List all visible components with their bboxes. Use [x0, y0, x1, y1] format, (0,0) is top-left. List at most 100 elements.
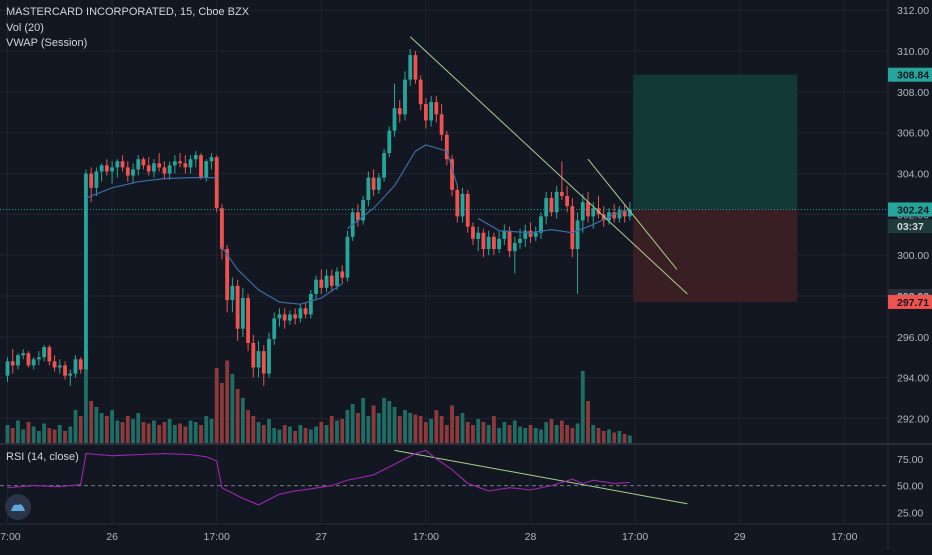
candle-body[interactable] — [261, 351, 266, 374]
candle-body[interactable] — [167, 165, 172, 174]
candle-body[interactable] — [16, 355, 20, 366]
candle-body[interactable] — [209, 157, 214, 162]
candle-body[interactable] — [84, 173, 88, 370]
candle-body[interactable] — [99, 165, 104, 172]
candle-body[interactable] — [141, 159, 146, 166]
candle-body[interactable] — [523, 230, 528, 239]
candle-body[interactable] — [125, 167, 130, 176]
trendlines[interactable] — [394, 36, 688, 505]
candle-body[interactable] — [36, 357, 41, 360]
candle-body[interactable] — [335, 271, 339, 286]
candle-body[interactable] — [476, 232, 481, 239]
candle-body[interactable] — [617, 210, 622, 219]
candle-body[interactable] — [559, 191, 564, 196]
candle-body[interactable] — [591, 208, 596, 217]
candle-body[interactable] — [42, 347, 47, 358]
candle-body[interactable] — [136, 159, 141, 170]
candle-body[interactable] — [481, 232, 486, 250]
trendline[interactable] — [587, 158, 678, 270]
candle-body[interactable] — [376, 177, 381, 190]
candle-body[interactable] — [230, 285, 235, 301]
volume-legend[interactable]: Vol (20) — [6, 22, 44, 34]
candle-body[interactable] — [502, 230, 507, 239]
candle-body[interactable] — [554, 191, 559, 213]
candle-body[interactable] — [78, 359, 83, 370]
candle-body[interactable] — [120, 161, 125, 168]
candle-body[interactable] — [277, 314, 282, 319]
candle-body[interactable] — [622, 210, 627, 217]
vwap-legend[interactable]: VWAP (Session) — [6, 37, 88, 49]
candle-body[interactable] — [220, 208, 224, 250]
candle-body[interactable] — [507, 230, 512, 252]
candle-body[interactable] — [397, 108, 402, 115]
candle-body[interactable] — [345, 236, 350, 278]
candle-body[interactable] — [387, 130, 392, 154]
candle-body[interactable] — [68, 373, 73, 376]
candle-body[interactable] — [314, 279, 318, 294]
candle-body[interactable] — [225, 249, 230, 301]
candle-body[interactable] — [303, 308, 308, 315]
candle-body[interactable] — [183, 163, 188, 168]
candle-body[interactable] — [157, 163, 162, 168]
symbol-legend[interactable]: MASTERCARD INCORPORATED, 15, Cboe BZX — [6, 6, 250, 18]
rsi-legend[interactable]: RSI (14, close) — [6, 451, 79, 463]
candle-body[interactable] — [162, 167, 167, 174]
candle-body[interactable] — [319, 279, 324, 288]
candle-body[interactable] — [131, 169, 135, 176]
candle-body[interactable] — [512, 242, 517, 252]
trendline[interactable] — [394, 449, 688, 505]
candle-body[interactable] — [356, 212, 360, 221]
candle-body[interactable] — [293, 314, 298, 319]
candle-body[interactable] — [251, 342, 256, 368]
candle-body[interactable] — [89, 173, 94, 188]
candle-body[interactable] — [172, 161, 177, 166]
candle-body[interactable] — [565, 195, 570, 207]
candle-body[interactable] — [570, 206, 575, 250]
candle-body[interactable] — [31, 359, 36, 366]
candle-body[interactable] — [434, 102, 439, 115]
candle-body[interactable] — [371, 177, 376, 190]
candle-body[interactable] — [57, 365, 62, 368]
candle-body[interactable] — [429, 102, 434, 121]
candle-body[interactable] — [188, 159, 193, 168]
candle-body[interactable] — [539, 216, 543, 233]
candle-body[interactable] — [272, 318, 277, 339]
candle-body[interactable] — [424, 104, 428, 121]
candle-body[interactable] — [246, 298, 250, 343]
candle-body[interactable] — [308, 293, 313, 315]
candle-body[interactable] — [471, 226, 475, 239]
candle-body[interactable] — [193, 155, 198, 160]
candle-body[interactable] — [340, 271, 345, 278]
candle-body[interactable] — [580, 202, 585, 221]
candle-body[interactable] — [366, 177, 371, 201]
candle-body[interactable] — [450, 159, 454, 190]
candle-body[interactable] — [408, 55, 413, 80]
tradingview-logo-icon[interactable] — [5, 494, 31, 520]
candle-body[interactable] — [439, 114, 444, 135]
candle-body[interactable] — [329, 275, 334, 286]
candle-body[interactable] — [486, 236, 491, 250]
candle-body[interactable] — [110, 167, 114, 172]
candle-body[interactable] — [627, 209, 632, 217]
candle-body[interactable] — [52, 361, 57, 368]
candle-body[interactable] — [288, 314, 292, 321]
candle-body[interactable] — [413, 55, 418, 80]
candle-body[interactable] — [528, 230, 533, 237]
candle-body[interactable] — [601, 214, 606, 221]
candle-body[interactable] — [444, 134, 449, 160]
candle-body[interactable] — [204, 161, 209, 178]
trendline[interactable] — [409, 36, 688, 295]
candle-body[interactable] — [544, 198, 549, 217]
candle-body[interactable] — [549, 198, 554, 213]
candle-body[interactable] — [575, 220, 580, 250]
candle-body[interactable] — [199, 155, 203, 178]
candle-body[interactable] — [235, 285, 240, 329]
candle-body[interactable] — [21, 353, 26, 356]
candle-body[interactable] — [518, 238, 522, 243]
candle-body[interactable] — [403, 79, 407, 115]
candle-body[interactable] — [298, 308, 303, 319]
candle-body[interactable] — [94, 171, 99, 188]
candle-body[interactable] — [392, 108, 397, 131]
